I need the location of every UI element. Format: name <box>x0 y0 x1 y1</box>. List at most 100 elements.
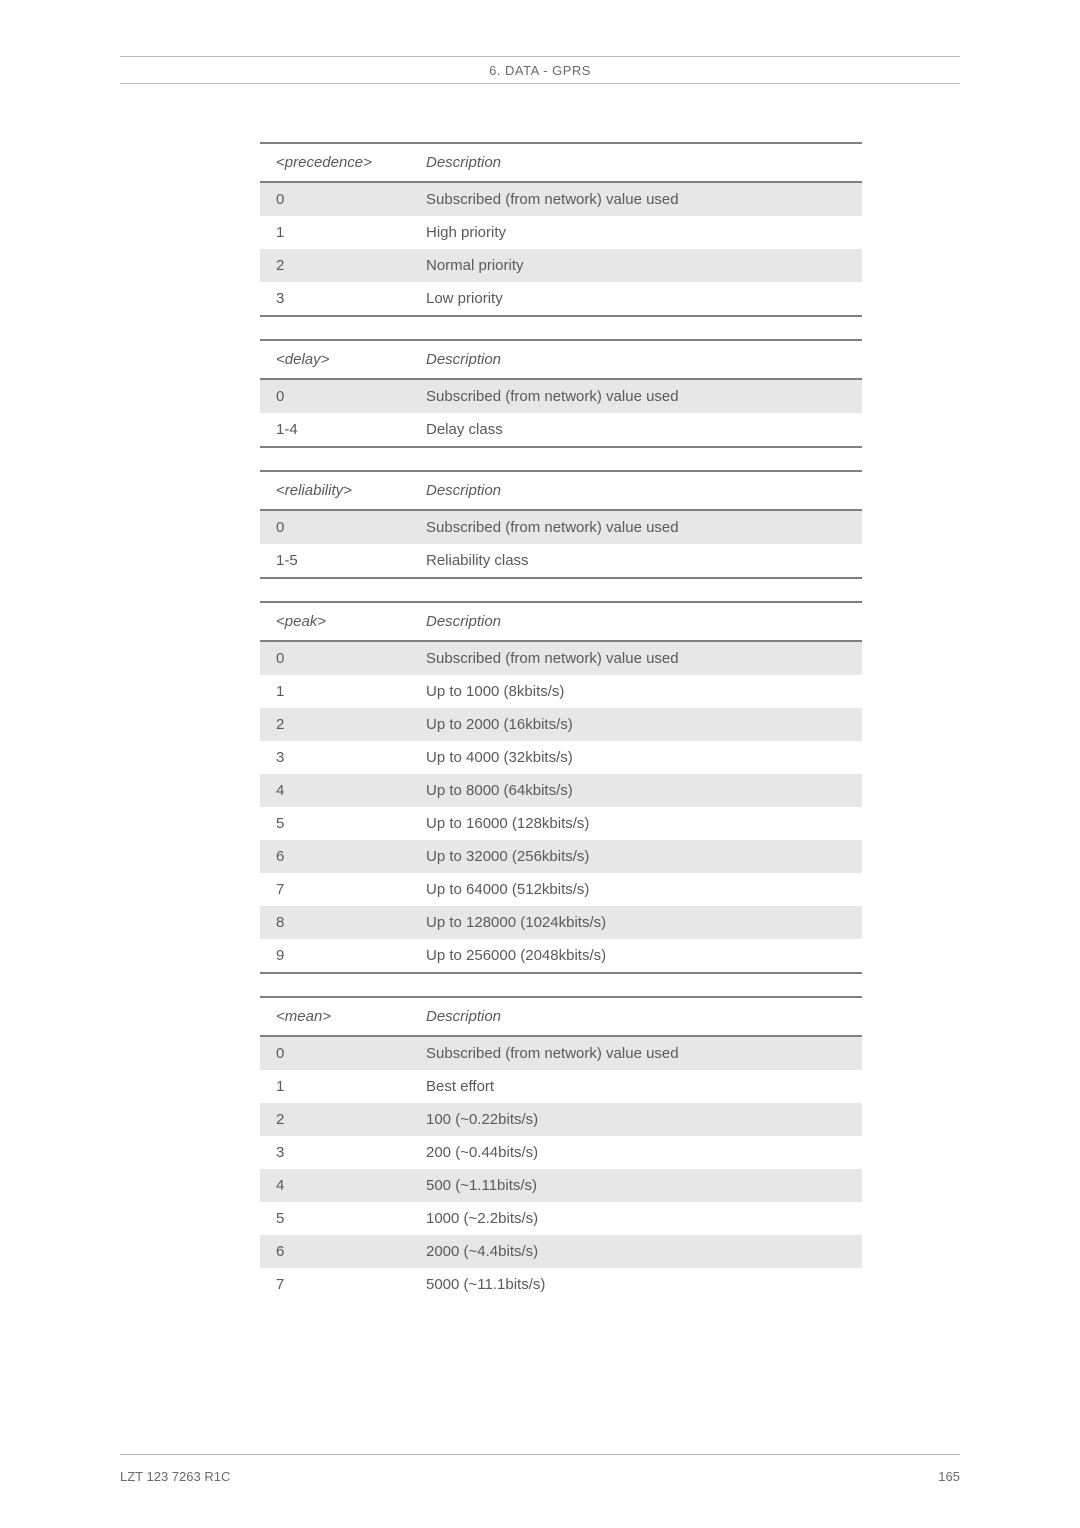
table-row: 2Up to 2000 (16kbits/s) <box>260 708 862 741</box>
cell: 0 <box>260 182 410 216</box>
cell: 2 <box>260 708 410 741</box>
cell: 1 <box>260 1070 410 1103</box>
col-header: Description <box>410 340 862 379</box>
cell: 1000 (~2.2bits/s) <box>410 1202 862 1235</box>
col-header: <delay> <box>260 340 410 379</box>
cell: 3 <box>260 741 410 774</box>
col-header: <peak> <box>260 602 410 641</box>
cell: Delay class <box>410 413 862 447</box>
table-row: 1High priority <box>260 216 862 249</box>
table-row: 0Subscribed (from network) value used <box>260 182 862 216</box>
cell: 4 <box>260 774 410 807</box>
table-row: 4Up to 8000 (64kbits/s) <box>260 774 862 807</box>
cell: 3 <box>260 282 410 316</box>
cell: 1 <box>260 675 410 708</box>
table-delay: <delay> Description 0Subscribed (from ne… <box>260 339 862 448</box>
table-row: 9Up to 256000 (2048kbits/s) <box>260 939 862 973</box>
cell: Reliability class <box>410 544 862 578</box>
cell: Subscribed (from network) value used <box>410 510 862 544</box>
table-row: 0Subscribed (from network) value used <box>260 1036 862 1070</box>
table-row: 62000 (~4.4bits/s) <box>260 1235 862 1268</box>
col-header: <precedence> <box>260 143 410 182</box>
table-precedence: <precedence> Description 0Subscribed (fr… <box>260 142 862 317</box>
table-row: 5Up to 16000 (128kbits/s) <box>260 807 862 840</box>
header-text: 6. DATA - GPRS <box>489 63 591 78</box>
cell: 3 <box>260 1136 410 1169</box>
cell: Up to 8000 (64kbits/s) <box>410 774 862 807</box>
cell: Up to 128000 (1024kbits/s) <box>410 906 862 939</box>
cell: 5000 (~11.1bits/s) <box>410 1268 862 1301</box>
cell: 0 <box>260 641 410 675</box>
footer-page-number: 165 <box>938 1469 960 1484</box>
cell: Subscribed (from network) value used <box>410 641 862 675</box>
cell: 5 <box>260 807 410 840</box>
cell: 8 <box>260 906 410 939</box>
table-row: 0Subscribed (from network) value used <box>260 641 862 675</box>
cell: Low priority <box>410 282 862 316</box>
cell: 9 <box>260 939 410 973</box>
cell: Up to 16000 (128kbits/s) <box>410 807 862 840</box>
footer-left: LZT 123 7263 R1C <box>120 1469 230 1484</box>
col-header: <mean> <box>260 997 410 1036</box>
cell: High priority <box>410 216 862 249</box>
page-header: 6. DATA - GPRS <box>120 56 960 84</box>
table-row: 8Up to 128000 (1024kbits/s) <box>260 906 862 939</box>
cell: 0 <box>260 1036 410 1070</box>
page: 6. DATA - GPRS <precedence> Description … <box>0 0 1080 1528</box>
cell: 100 (~0.22bits/s) <box>410 1103 862 1136</box>
cell: Up to 4000 (32kbits/s) <box>410 741 862 774</box>
cell: 4 <box>260 1169 410 1202</box>
table-row: 3Up to 4000 (32kbits/s) <box>260 741 862 774</box>
table-row: 2100 (~0.22bits/s) <box>260 1103 862 1136</box>
cell: 0 <box>260 510 410 544</box>
table-row: 3200 (~0.44bits/s) <box>260 1136 862 1169</box>
cell: Up to 32000 (256kbits/s) <box>410 840 862 873</box>
table-row: 1Best effort <box>260 1070 862 1103</box>
cell: Up to 64000 (512kbits/s) <box>410 873 862 906</box>
cell: 200 (~0.44bits/s) <box>410 1136 862 1169</box>
table-header-row: <precedence> Description <box>260 143 862 182</box>
page-footer: LZT 123 7263 R1C 165 <box>120 1454 960 1484</box>
cell: Up to 1000 (8kbits/s) <box>410 675 862 708</box>
cell: 7 <box>260 1268 410 1301</box>
cell: Subscribed (from network) value used <box>410 182 862 216</box>
table-row: 75000 (~11.1bits/s) <box>260 1268 862 1301</box>
cell: 1-4 <box>260 413 410 447</box>
col-header: Description <box>410 471 862 510</box>
cell: 5 <box>260 1202 410 1235</box>
cell: Subscribed (from network) value used <box>410 379 862 413</box>
cell: 6 <box>260 840 410 873</box>
cell: Normal priority <box>410 249 862 282</box>
table-row: 0Subscribed (from network) value used <box>260 379 862 413</box>
cell: Best effort <box>410 1070 862 1103</box>
table-row: 6Up to 32000 (256kbits/s) <box>260 840 862 873</box>
table-row: 1Up to 1000 (8kbits/s) <box>260 675 862 708</box>
table-header-row: <peak> Description <box>260 602 862 641</box>
cell: 7 <box>260 873 410 906</box>
table-peak: <peak> Description 0Subscribed (from net… <box>260 601 862 974</box>
cell: 0 <box>260 379 410 413</box>
cell: 1 <box>260 216 410 249</box>
table-row: 2Normal priority <box>260 249 862 282</box>
table-row: 4500 (~1.11bits/s) <box>260 1169 862 1202</box>
table-header-row: <reliability> Description <box>260 471 862 510</box>
table-row: 7Up to 64000 (512kbits/s) <box>260 873 862 906</box>
table-reliability: <reliability> Description 0Subscribed (f… <box>260 470 862 579</box>
cell: Subscribed (from network) value used <box>410 1036 862 1070</box>
cell: 500 (~1.11bits/s) <box>410 1169 862 1202</box>
cell: Up to 2000 (16kbits/s) <box>410 708 862 741</box>
col-header: <reliability> <box>260 471 410 510</box>
table-header-row: <delay> Description <box>260 340 862 379</box>
table-mean: <mean> Description 0Subscribed (from net… <box>260 996 862 1301</box>
cell: 2 <box>260 1103 410 1136</box>
cell: 2 <box>260 249 410 282</box>
cell: 1-5 <box>260 544 410 578</box>
col-header: Description <box>410 997 862 1036</box>
col-header: Description <box>410 602 862 641</box>
tables-container: <precedence> Description 0Subscribed (fr… <box>260 142 960 1301</box>
table-row: 3Low priority <box>260 282 862 316</box>
table-row: 51000 (~2.2bits/s) <box>260 1202 862 1235</box>
col-header: Description <box>410 143 862 182</box>
table-header-row: <mean> Description <box>260 997 862 1036</box>
table-row: 1-4Delay class <box>260 413 862 447</box>
